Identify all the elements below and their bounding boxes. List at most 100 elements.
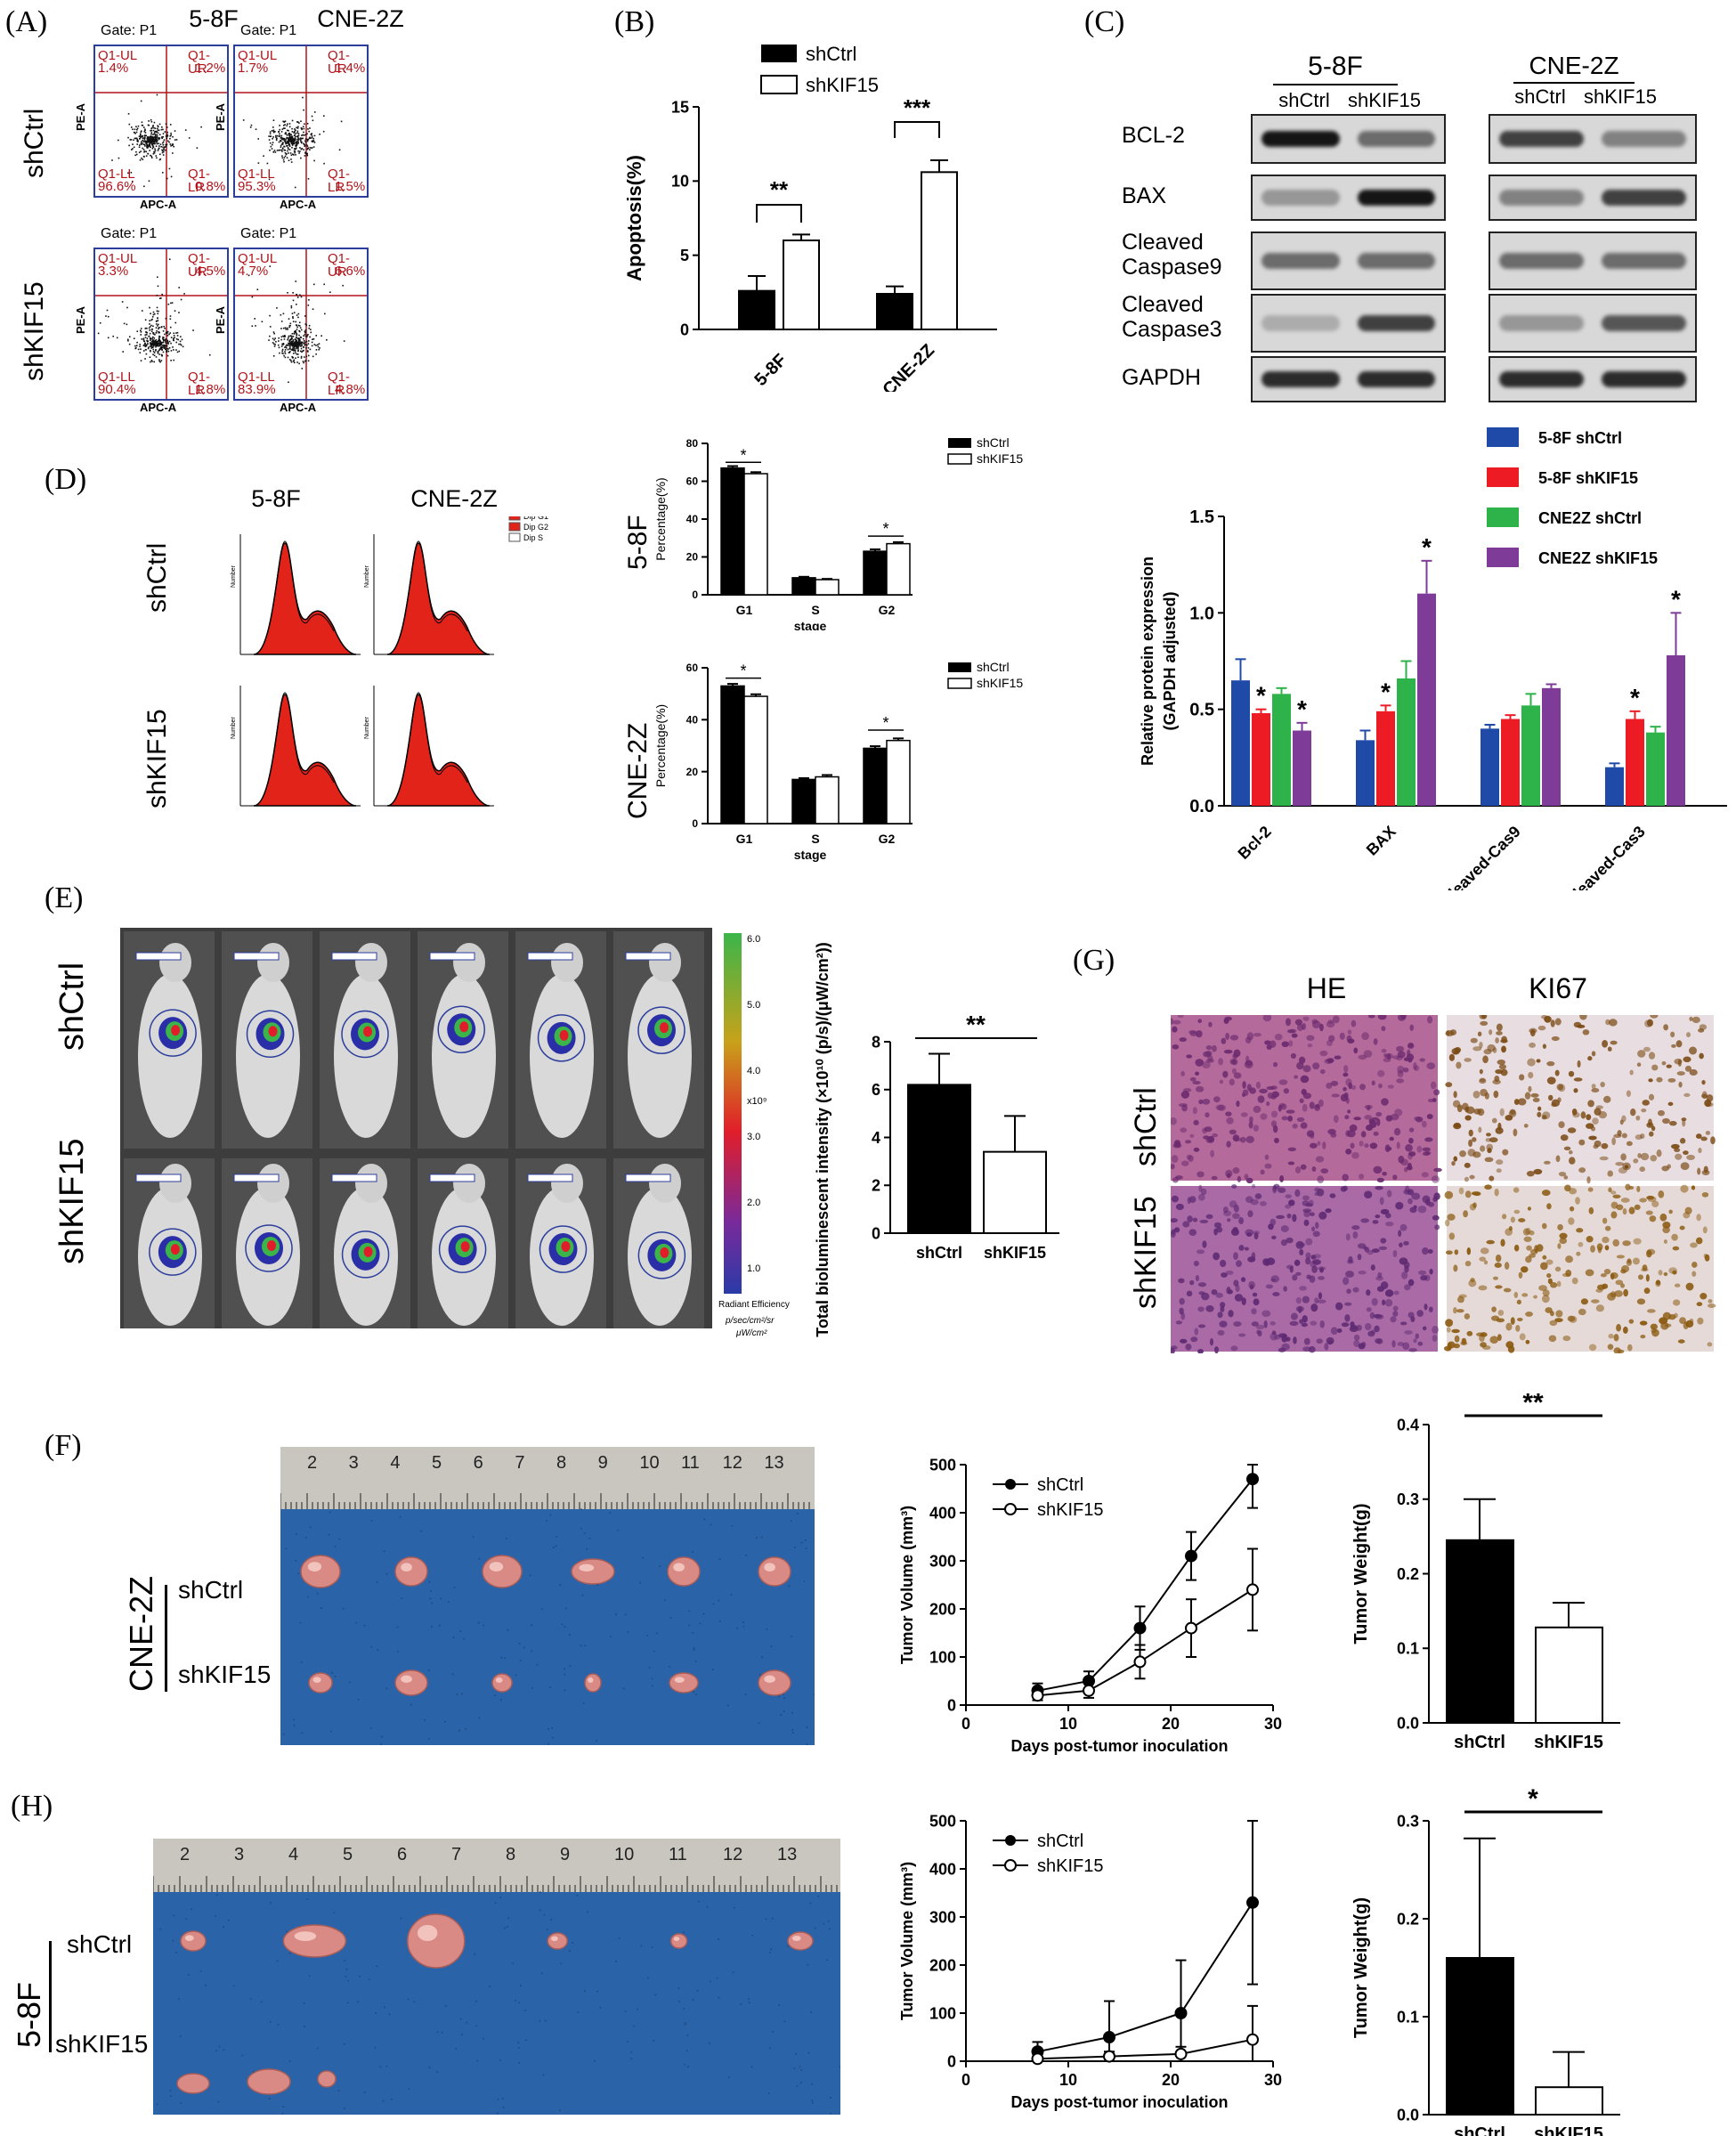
histology-cell	[1556, 1280, 1562, 1287]
chartF1-point-shKIF15-0	[1031, 1689, 1044, 1702]
histology-cell	[1277, 1187, 1286, 1193]
histology-cell	[1578, 1139, 1586, 1146]
flow-dot	[166, 134, 168, 135]
flow-dot	[269, 335, 271, 337]
flow-dot	[312, 337, 315, 340]
flow-dot	[174, 139, 176, 141]
flow-dot	[154, 150, 157, 152]
histology-cell	[1249, 1116, 1253, 1124]
flow-dot	[313, 142, 316, 143]
photo-texture	[827, 1920, 830, 1922]
flow-dot	[150, 345, 153, 347]
histology-cell	[1427, 1098, 1434, 1103]
photo-texture	[783, 1710, 785, 1713]
flow-dot	[150, 136, 151, 139]
histology-cell	[1538, 1285, 1547, 1291]
flow-dot	[309, 149, 311, 150]
hist-fit-line	[253, 692, 335, 807]
flow-dot	[269, 314, 271, 317]
histology-cell	[1225, 1271, 1234, 1275]
flow-dot	[165, 149, 166, 151]
histology-cell	[1395, 1201, 1404, 1210]
chartD2-legend-swatch-shkif15	[947, 678, 972, 689]
histology-cell	[1346, 1035, 1352, 1043]
flow-dot	[294, 130, 296, 133]
histology-cell	[1663, 1024, 1669, 1031]
scale-tick: 3.0	[747, 1132, 760, 1142]
tumor-0-5	[758, 1556, 791, 1587]
panel-label-h: (H)	[11, 1790, 53, 1823]
flow-dot	[163, 146, 166, 149]
flow-dot	[150, 313, 151, 315]
flow-dot	[151, 337, 153, 340]
histology-cell	[1307, 1043, 1313, 1048]
flow-dot	[166, 126, 168, 128]
flow-dot	[288, 342, 291, 345]
flow-dot	[281, 155, 283, 157]
histology-cell	[1281, 1116, 1288, 1121]
histology-cell	[1636, 1298, 1646, 1305]
tumor-0-3	[571, 1558, 615, 1585]
flow-dot	[139, 344, 142, 345]
chartD2-x-label: stage	[794, 848, 827, 862]
flow-dot	[153, 352, 156, 353]
flow-dot	[158, 145, 160, 147]
histology-cell	[1415, 1117, 1424, 1123]
flow-dot	[301, 134, 303, 136]
flow-dot	[152, 145, 154, 148]
photo-texture	[215, 2050, 218, 2052]
histology-cell	[1179, 1037, 1187, 1043]
flow-dot	[277, 344, 280, 346]
mouse-head	[355, 943, 387, 982]
photo-texture	[811, 2099, 814, 2101]
flow-dot	[174, 310, 176, 312]
histology-cell	[1464, 1162, 1471, 1168]
flow-dot	[290, 306, 293, 309]
histology-cell	[1691, 1262, 1698, 1268]
flow-dot	[292, 347, 294, 349]
flow-dot	[152, 134, 154, 135]
flow-dot	[272, 354, 275, 357]
flow-dot	[290, 344, 292, 346]
photo-texture	[549, 1686, 552, 1689]
histology-cell	[1319, 1050, 1328, 1057]
flow-dot	[153, 361, 156, 363]
histology-cell	[1371, 1117, 1379, 1121]
histology-tile-1	[1447, 1015, 1714, 1181]
photo-texture	[384, 2006, 386, 2009]
flow-dot	[302, 361, 304, 362]
flow-dot	[148, 180, 150, 183]
flow-dot	[157, 129, 159, 131]
photo-texture	[793, 1546, 796, 1548]
ruler-number: 13	[777, 1845, 797, 1864]
photo-texture	[736, 1627, 739, 1629]
histology-cell	[1405, 1143, 1413, 1152]
photo-texture	[654, 1994, 657, 1996]
flow-quadrant-ll-value: 90.4%	[98, 382, 136, 397]
flow-dot	[163, 149, 165, 151]
histology-cell	[1305, 1203, 1313, 1207]
flow-dot	[143, 340, 145, 343]
histology-cell	[1300, 1075, 1310, 1084]
flow-dot	[287, 139, 289, 141]
histology-cell	[1364, 1143, 1369, 1149]
flow-dot	[159, 344, 162, 346]
histology-cell	[1658, 1109, 1665, 1117]
ruler-number: 3	[234, 1845, 244, 1864]
histology-cell	[1608, 1333, 1614, 1339]
flow-dot	[154, 148, 156, 150]
flow-dot	[272, 130, 275, 133]
photo-texture	[293, 1718, 296, 1721]
flow-dot	[311, 147, 312, 150]
flow-dot	[151, 346, 154, 348]
histology-cell	[1485, 1137, 1491, 1142]
photo-texture	[380, 1743, 383, 1745]
flow-dot	[297, 133, 300, 134]
flow-dot	[286, 145, 288, 147]
blot-band	[1602, 190, 1686, 206]
flow-dot	[289, 140, 292, 142]
flow-dot	[257, 162, 260, 164]
photo-texture	[518, 2061, 521, 2064]
histology-cell	[1672, 1270, 1677, 1275]
histology-cell	[1261, 1310, 1271, 1318]
